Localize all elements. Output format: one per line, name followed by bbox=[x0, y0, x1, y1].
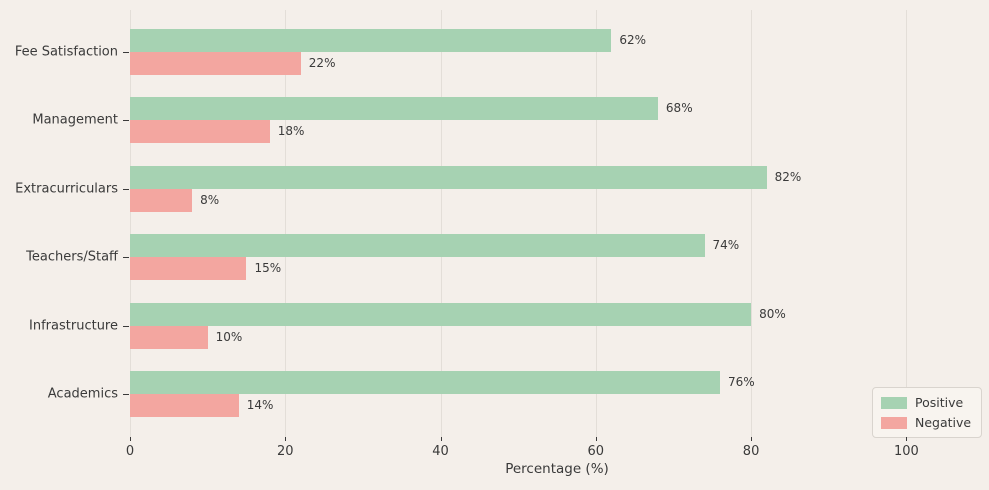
y-axis-tick bbox=[123, 325, 129, 327]
gridline bbox=[440, 10, 442, 437]
x-axis-tick bbox=[751, 437, 753, 441]
negative-bar bbox=[130, 394, 239, 417]
value-label: 62% bbox=[619, 33, 647, 47]
negative-bar bbox=[130, 257, 247, 281]
positive-swatch bbox=[881, 396, 907, 409]
negative-bar bbox=[130, 120, 270, 144]
x-axis-title: Percentage (%) bbox=[505, 461, 609, 477]
value-label: 15% bbox=[254, 261, 282, 276]
legend-label: Negative bbox=[915, 415, 972, 430]
value-label: 18% bbox=[277, 124, 305, 139]
positive-bar bbox=[130, 97, 658, 121]
gridline bbox=[595, 10, 597, 437]
value-label: 8% bbox=[200, 192, 220, 207]
x-tick-label: 80 bbox=[742, 444, 760, 459]
y-axis-tick bbox=[123, 120, 129, 122]
category-label: Teachers/Staff bbox=[26, 249, 118, 265]
gridline bbox=[285, 10, 287, 437]
x-tick-label: 40 bbox=[432, 444, 449, 459]
x-axis-tick bbox=[906, 437, 908, 441]
x-axis-tick bbox=[440, 437, 442, 441]
category-label: Infrastructure bbox=[29, 318, 118, 334]
x-axis-tick bbox=[285, 437, 287, 441]
x-tick-label: 20 bbox=[276, 444, 294, 459]
positive-bar bbox=[130, 371, 721, 394]
gridline bbox=[130, 10, 131, 437]
x-axis-tick bbox=[595, 437, 597, 441]
value-label: 76% bbox=[728, 375, 755, 389]
value-label: 74% bbox=[712, 238, 740, 253]
legend-item-positive: Positive bbox=[881, 395, 971, 410]
positive-bar bbox=[130, 165, 767, 189]
value-label: 80% bbox=[759, 306, 786, 321]
category-label: Extracurriculars bbox=[15, 181, 118, 197]
value-label: 82% bbox=[774, 169, 802, 184]
value-label: 10% bbox=[215, 329, 243, 344]
y-axis-tick bbox=[123, 188, 129, 190]
x-tick-label: 0 bbox=[125, 444, 135, 459]
category-label: Fee Satisfaction bbox=[14, 44, 118, 60]
legend-label: Positive bbox=[915, 395, 964, 410]
negative-bar bbox=[130, 188, 193, 212]
y-axis-tick bbox=[123, 257, 129, 259]
negative-bar bbox=[130, 52, 301, 75]
positive-bar bbox=[130, 302, 752, 326]
category-label: Management bbox=[32, 112, 118, 128]
negative-bar bbox=[130, 325, 208, 349]
plot-area: 62% 22% 68% 18% 82% 8% 74% 15% 80% 10% 76% 14% bbox=[130, 10, 984, 437]
x-tick-label: 60 bbox=[587, 444, 605, 459]
category-label: Academics bbox=[47, 386, 118, 402]
gridline bbox=[906, 10, 908, 437]
legend: Positive Negative bbox=[872, 387, 983, 438]
x-tick-label: 100 bbox=[893, 444, 919, 459]
y-axis-tick bbox=[123, 52, 129, 53]
legend-item-negative: Negative bbox=[881, 415, 971, 430]
value-label: 22% bbox=[308, 56, 336, 70]
negative-swatch bbox=[881, 416, 907, 429]
value-label: 68% bbox=[665, 101, 693, 116]
value-label: 14% bbox=[246, 398, 274, 412]
positive-bar bbox=[130, 29, 612, 52]
gridline bbox=[751, 10, 753, 437]
y-axis-tick bbox=[123, 394, 129, 395]
positive-bar bbox=[130, 234, 705, 258]
x-axis-tick bbox=[130, 437, 131, 441]
